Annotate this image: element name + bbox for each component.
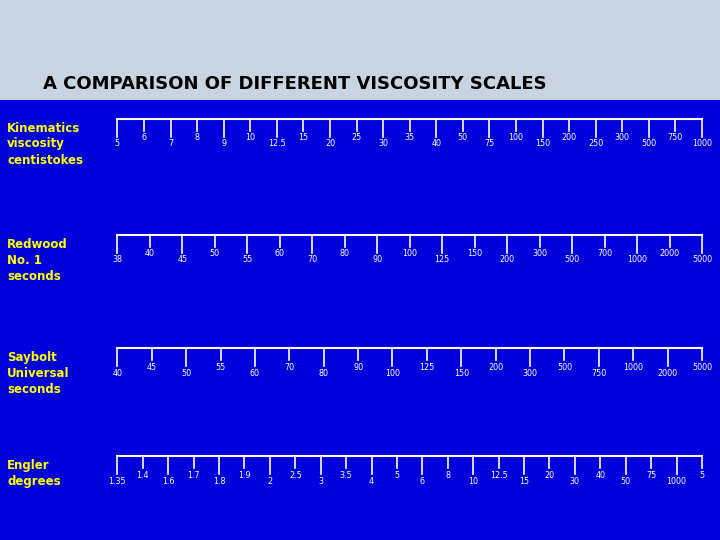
Text: 150: 150 [454, 369, 469, 378]
Text: 7: 7 [168, 139, 173, 148]
Text: 300: 300 [615, 133, 630, 143]
Text: 5000: 5000 [692, 363, 712, 372]
Text: 500: 500 [557, 363, 572, 372]
Text: 12.5: 12.5 [490, 471, 508, 480]
Text: 100: 100 [508, 133, 523, 143]
Text: 75: 75 [485, 139, 495, 148]
Text: 60: 60 [250, 369, 260, 378]
Text: 250: 250 [588, 139, 603, 148]
Text: Engler
degrees: Engler degrees [7, 459, 60, 488]
Text: 38: 38 [112, 255, 122, 265]
Text: Saybolt
Universal
seconds: Saybolt Universal seconds [7, 351, 70, 396]
Text: 50: 50 [621, 477, 631, 486]
Bar [0, 100, 720, 540]
Text: 10: 10 [246, 133, 255, 143]
Text: 500: 500 [564, 255, 580, 265]
Text: 4: 4 [369, 477, 374, 486]
Text: 3: 3 [318, 477, 323, 486]
Text: 5000: 5000 [692, 255, 712, 265]
Text: Redwood
No. 1
seconds: Redwood No. 1 seconds [7, 238, 68, 282]
Text: 1000: 1000 [627, 255, 647, 265]
Text: 1000: 1000 [667, 477, 687, 486]
Text: 3.5: 3.5 [340, 471, 353, 480]
Text: 50: 50 [181, 369, 192, 378]
Text: 6: 6 [420, 477, 425, 486]
Text: 40: 40 [145, 249, 155, 259]
Text: 45: 45 [147, 363, 157, 372]
Text: 2: 2 [267, 477, 272, 486]
Text: 60: 60 [275, 249, 285, 259]
Text: 75: 75 [646, 471, 657, 480]
Text: 50: 50 [210, 249, 220, 259]
Text: 100: 100 [385, 369, 400, 378]
Text: 12.5: 12.5 [268, 139, 286, 148]
Text: 80: 80 [340, 249, 350, 259]
Text: 700: 700 [597, 249, 612, 259]
Text: 300: 300 [532, 249, 547, 259]
Text: 10: 10 [468, 477, 478, 486]
Text: 1000: 1000 [692, 139, 712, 148]
Text: 9: 9 [221, 139, 226, 148]
Text: 80: 80 [319, 369, 329, 378]
Text: 6: 6 [141, 133, 146, 143]
Text: 30: 30 [378, 139, 388, 148]
Text: 5: 5 [114, 139, 120, 148]
Text: 2000: 2000 [657, 369, 678, 378]
Text: 55: 55 [242, 255, 253, 265]
Text: 55: 55 [215, 363, 225, 372]
Text: 125: 125 [419, 363, 434, 372]
Text: 70: 70 [307, 255, 318, 265]
Text: 1.8: 1.8 [213, 477, 225, 486]
Text: Kinematics
viscosity
centistokes: Kinematics viscosity centistokes [7, 122, 84, 166]
Text: 1.7: 1.7 [187, 471, 200, 480]
Text: 5: 5 [699, 471, 705, 480]
Text: 1.4: 1.4 [137, 471, 149, 480]
Text: 150: 150 [467, 249, 482, 259]
Text: 750: 750 [668, 133, 683, 143]
Text: 40: 40 [112, 369, 122, 378]
Text: 1.6: 1.6 [162, 477, 174, 486]
Text: 200: 200 [562, 133, 577, 143]
Text: 200: 200 [500, 255, 515, 265]
Text: A COMPARISON OF DIFFERENT VISCOSITY SCALES: A COMPARISON OF DIFFERENT VISCOSITY SCAL… [43, 75, 546, 93]
Text: 150: 150 [535, 139, 550, 148]
Text: 15: 15 [298, 133, 308, 143]
Text: 100: 100 [402, 249, 417, 259]
Text: 20: 20 [544, 471, 554, 480]
Text: 1.9: 1.9 [238, 471, 251, 480]
Text: 40: 40 [431, 139, 441, 148]
Text: 8: 8 [445, 471, 450, 480]
Text: 40: 40 [595, 471, 606, 480]
Text: 25: 25 [351, 133, 361, 143]
Text: 500: 500 [642, 139, 657, 148]
Text: 90: 90 [353, 363, 363, 372]
Text: 1.35: 1.35 [109, 477, 126, 486]
Text: 5: 5 [395, 471, 400, 480]
Text: 2000: 2000 [660, 249, 680, 259]
Text: 300: 300 [523, 369, 538, 378]
Text: 15: 15 [519, 477, 529, 486]
Text: 8: 8 [194, 133, 199, 143]
Text: 2.5: 2.5 [289, 471, 302, 480]
Text: 20: 20 [325, 139, 335, 148]
Text: 35: 35 [405, 133, 415, 143]
Text: 90: 90 [372, 255, 382, 265]
Text: 750: 750 [591, 369, 606, 378]
Text: 50: 50 [458, 133, 468, 143]
Text: 30: 30 [570, 477, 580, 486]
Text: 200: 200 [488, 363, 503, 372]
Text: 70: 70 [284, 363, 294, 372]
Text: 45: 45 [177, 255, 187, 265]
Text: 125: 125 [435, 255, 450, 265]
Text: 1000: 1000 [624, 363, 643, 372]
